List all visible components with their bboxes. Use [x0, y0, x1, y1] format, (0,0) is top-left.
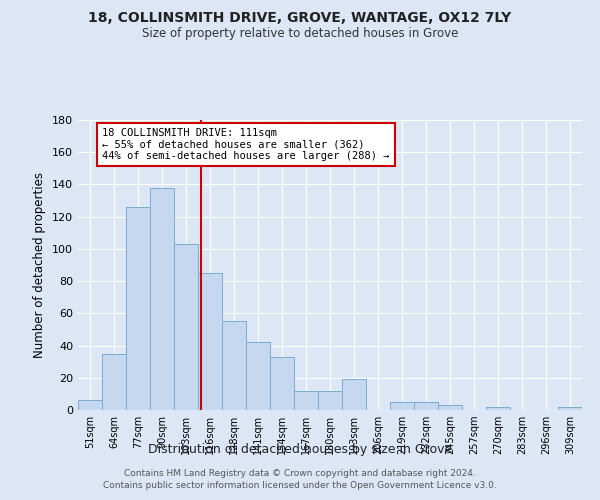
Bar	[198, 273, 222, 410]
Bar	[78, 400, 102, 410]
Bar	[294, 390, 318, 410]
Y-axis label: Number of detached properties: Number of detached properties	[34, 172, 46, 358]
Bar	[270, 357, 294, 410]
Bar	[342, 380, 366, 410]
Bar	[318, 390, 342, 410]
Bar	[102, 354, 126, 410]
Bar	[438, 405, 462, 410]
Bar	[174, 244, 198, 410]
Text: Distribution of detached houses by size in Grove: Distribution of detached houses by size …	[148, 442, 452, 456]
Text: 18 COLLINSMITH DRIVE: 111sqm
← 55% of detached houses are smaller (362)
44% of s: 18 COLLINSMITH DRIVE: 111sqm ← 55% of de…	[102, 128, 389, 162]
Bar	[246, 342, 270, 410]
Bar	[414, 402, 438, 410]
Bar	[150, 188, 174, 410]
Bar	[558, 407, 582, 410]
Text: Contains HM Land Registry data © Crown copyright and database right 2024.
Contai: Contains HM Land Registry data © Crown c…	[103, 468, 497, 490]
Bar	[126, 207, 150, 410]
Bar	[486, 407, 510, 410]
Bar	[390, 402, 414, 410]
Text: 18, COLLINSMITH DRIVE, GROVE, WANTAGE, OX12 7LY: 18, COLLINSMITH DRIVE, GROVE, WANTAGE, O…	[88, 11, 512, 25]
Bar	[222, 322, 246, 410]
Text: Size of property relative to detached houses in Grove: Size of property relative to detached ho…	[142, 28, 458, 40]
